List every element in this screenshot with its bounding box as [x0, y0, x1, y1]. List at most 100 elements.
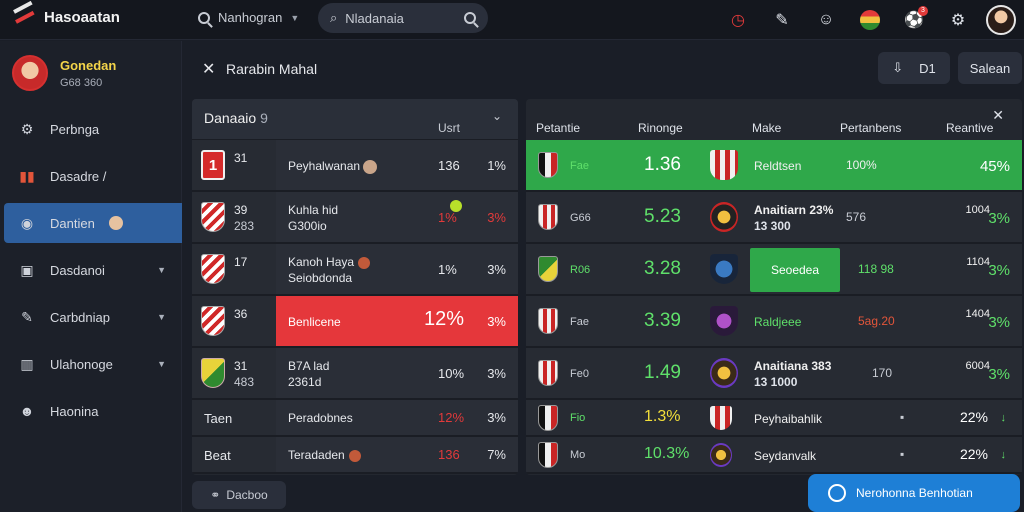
mid-value: 118 98 — [858, 262, 894, 276]
ball-icon[interactable]: ⚽ 3 — [898, 4, 930, 36]
team-badge-icon — [710, 358, 738, 388]
odds-value: 5.23 — [644, 206, 681, 227]
team-name: Benlicene — [288, 315, 341, 329]
chevron-down-icon: ▼ — [157, 265, 166, 275]
table-icon: ▣ — [20, 261, 34, 278]
footer-button[interactable]: ⚭ Dacboo — [192, 481, 286, 509]
cta-label: Nerohonna Benhotian — [856, 486, 973, 500]
team-name: Teradaden — [288, 447, 361, 463]
column-header[interactable]: Rinonge — [638, 121, 683, 135]
clock-icon[interactable]: ◷ — [731, 12, 745, 29]
group-icon: ☻ — [19, 403, 35, 419]
row-label: Beat — [204, 448, 231, 463]
rank: 39 283 — [234, 203, 255, 233]
chevron-down-icon: ▼ — [157, 312, 166, 322]
team-badge-icon — [538, 360, 558, 386]
table-row[interactable]: G66 5.23 Anaitiarn 23% 13 300 576 1004 3% — [526, 192, 1022, 244]
percent: 1% — [487, 158, 506, 173]
team-badge-icon — [710, 254, 738, 284]
column-header[interactable]: Make — [752, 121, 782, 135]
ball-icon — [450, 200, 462, 212]
table-row-highlighted[interactable]: 36 Benlicene 12% 3% — [192, 296, 518, 348]
table-row[interactable]: Fio 1.3% Peyhaibahlik ▪ 22% ↓ — [526, 400, 1022, 437]
close-icon[interactable]: ✕ — [202, 61, 216, 78]
sidebar-item-label: Haonina — [50, 403, 99, 419]
edit-icon[interactable]: ✎ — [775, 12, 789, 29]
gear-icon: ⚙ — [20, 120, 34, 137]
table-row[interactable]: 17 Kanoh Haya Seiobdonda 1% 3% — [192, 244, 518, 296]
column-header[interactable]: Usrt — [438, 121, 460, 135]
table-row[interactable]: Fe0 1.49 Anaitiana 383 13 1000 170 6004 3% — [526, 348, 1022, 400]
player-icon — [363, 159, 378, 174]
download-button[interactable]: ⇩ D1 — [878, 52, 950, 84]
team-badge-icon — [538, 204, 558, 230]
trend-down-icon: ↓ — [1000, 412, 1007, 424]
save-button[interactable]: Salean — [958, 52, 1022, 84]
search-input[interactable]: ⌕ Nladanaia — [318, 3, 488, 33]
rank: 17 — [234, 255, 248, 269]
table-row[interactable]: 31 483 B7A lad 2361d 10% 3% — [192, 348, 518, 400]
cta-button[interactable]: Nerohonna Benhotian — [808, 474, 1020, 512]
smile-icon[interactable]: ☺ — [817, 11, 835, 28]
mid-value: 170 — [872, 366, 893, 380]
column-header[interactable]: Pertanbens — [840, 121, 902, 135]
column-header[interactable]: Reantive — [946, 121, 994, 135]
search-scope-label: Nanhogran — [218, 10, 283, 25]
sidebar-item-label: Perbnga — [50, 121, 100, 137]
table-row[interactable]: R06 3.28 Seoedea 118 98 1104 3% — [526, 244, 1022, 296]
chevron-down-icon: ▼ — [290, 12, 300, 23]
mid-value: ▪ — [900, 447, 905, 461]
sidebar-item-ulahonoge[interactable]: ▥ Ulahonoge ▼ — [0, 344, 182, 384]
user-profile[interactable]: Gonedan G68 360 — [12, 55, 116, 91]
sidebar-item-haonina[interactable]: ☻ Haonina — [0, 391, 182, 431]
sidebar-item-dasdanoi[interactable]: ▣ Dasdanoi ▼ — [0, 250, 182, 290]
table-row[interactable]: 39 283 Kuhla hid G300io 1% 3% — [192, 192, 518, 244]
percent: 7% — [487, 447, 506, 462]
search-scope-dropdown[interactable]: Nanhogran ▼ — [198, 10, 299, 25]
download-label: D1 — [919, 60, 936, 76]
percent: 3% — [487, 262, 506, 277]
close-icon[interactable]: ✕ — [992, 107, 1004, 123]
table-row[interactable]: Beat Teradaden 136 7% — [192, 437, 518, 474]
last-value: 6004 3% — [965, 360, 1010, 383]
odds-value: 3.28 — [644, 258, 681, 279]
settings-icon[interactable]: ⚙ — [950, 12, 966, 29]
mid-value: ▪ — [900, 410, 905, 424]
profile-name: Gonedan — [60, 57, 117, 73]
table-row[interactable]: Mo 10.3% Seydanvalk ▪ 22% ↓ — [526, 437, 1022, 474]
odds-value: 3.39 — [644, 310, 681, 331]
mid-value: 100% — [846, 158, 877, 172]
sidebar-item-label: Dantien — [50, 215, 95, 231]
select-button[interactable]: Seoedea — [750, 248, 840, 292]
column-header[interactable]: Petantie — [536, 121, 581, 135]
table-row[interactable]: 1 31 Peyhalwanan 136 1% — [192, 140, 518, 192]
team-badge-icon — [710, 202, 738, 232]
value: 12% — [438, 410, 465, 425]
team-badge-icon — [538, 405, 558, 431]
sidebar-item-dantien[interactable]: ◉ Dantien — [4, 203, 182, 243]
table-row-highlighted[interactable]: Fae 1.36 Reldtsen 100% 45% — [526, 140, 1022, 192]
table-row[interactable]: Taen Peradobnes 12% 3% — [192, 400, 518, 437]
logo-icon — [14, 8, 36, 26]
percent: 3% — [487, 210, 506, 225]
footer-button-label: Dacboo — [226, 488, 268, 502]
team-code: R06 — [570, 264, 591, 276]
sidebar-item-perbnga[interactable]: ⚙ Perbnga — [0, 109, 182, 149]
app-logo[interactable]: Hasoaatan — [14, 8, 120, 26]
team-badge-icon — [201, 254, 225, 284]
sidebar-item-dasadre[interactable]: ▮▮ Dasadre / — [0, 156, 182, 196]
team-badge-icon — [538, 442, 558, 468]
globe-icon — [828, 484, 846, 502]
avatar[interactable] — [986, 5, 1016, 35]
search-submit-icon[interactable] — [464, 12, 476, 24]
page-title: Rarabin Mahal — [226, 61, 318, 77]
flag-icon[interactable] — [854, 4, 886, 36]
value: 10% — [438, 366, 465, 381]
team-badge-icon — [201, 358, 225, 388]
team-badge-icon — [201, 306, 225, 336]
link-icon: ⚭ — [210, 488, 221, 502]
top-bar: Hasoaatan Nanhogran ▼ ⌕ Nladanaia ◷ ✎ ☺ … — [0, 0, 1024, 40]
chevron-down-icon[interactable]: ⌄ — [491, 109, 502, 123]
sidebar-item-carbdniap[interactable]: ✎ Carbdniap ▼ — [0, 297, 182, 337]
table-row[interactable]: Fae 3.39 Raldjeee 5ag.20 1404 3% — [526, 296, 1022, 348]
